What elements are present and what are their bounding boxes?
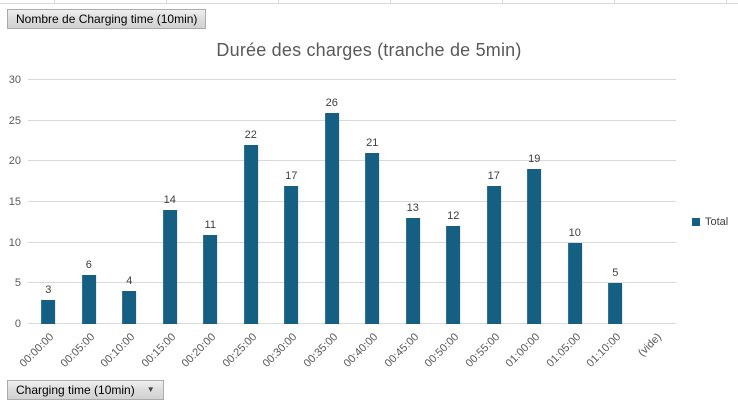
data-label: 19 xyxy=(528,153,541,166)
y-axis: 0 5 10 15 20 25 30 xyxy=(0,74,21,330)
bar[interactable] xyxy=(486,185,501,324)
axis-field-button-label: Charging time (10min) xyxy=(16,382,135,397)
bar[interactable] xyxy=(41,299,56,324)
data-label: 10 xyxy=(568,226,581,239)
bar[interactable] xyxy=(446,226,461,324)
bar-column: 26 xyxy=(312,80,353,324)
gridline xyxy=(28,282,676,284)
data-label: 17 xyxy=(285,169,298,182)
bar-column: 17 xyxy=(271,80,312,324)
data-label: 4 xyxy=(126,275,133,288)
bar[interactable] xyxy=(324,112,339,324)
bar[interactable] xyxy=(527,169,542,324)
spreadsheet-gridlines xyxy=(0,0,738,4)
bar-column xyxy=(636,80,677,324)
bar[interactable] xyxy=(365,153,380,324)
y-tick-label: 25 xyxy=(8,114,21,127)
bar-column: 17 xyxy=(474,80,515,324)
legend[interactable]: Total xyxy=(692,216,728,228)
data-label: 14 xyxy=(163,194,176,207)
value-field-button[interactable]: Nombre de Charging time (10min) xyxy=(7,9,207,29)
plot-area: 3 6 4 14 11 22 17 26 21 13 12 17 19 10 5 xyxy=(28,79,676,324)
bar-column: 4 xyxy=(109,80,150,324)
data-label: 17 xyxy=(487,169,500,182)
bar-column: 21 xyxy=(352,80,393,324)
data-label: 6 xyxy=(85,259,92,272)
chart-title: Durée des charges (tranche de 5min) xyxy=(216,40,522,60)
y-tick-label: 30 xyxy=(8,74,21,86)
bar-column: 5 xyxy=(595,80,636,324)
data-label: 12 xyxy=(447,210,460,223)
data-label: 26 xyxy=(325,96,338,109)
data-label: 5 xyxy=(612,267,619,280)
y-tick-label: 5 xyxy=(14,277,21,290)
x-axis-line xyxy=(28,323,676,324)
data-label: 11 xyxy=(204,218,216,231)
bars: 3 6 4 14 11 22 17 26 21 13 12 17 19 10 5 xyxy=(28,80,676,324)
value-field-button-label: Nombre de Charging time (10min) xyxy=(16,11,198,26)
bar[interactable] xyxy=(243,145,258,324)
bar-column: 10 xyxy=(555,80,596,324)
dropdown-arrow-icon: ▼ xyxy=(146,384,155,394)
bar-column: 14 xyxy=(150,80,191,324)
y-tick-label: 20 xyxy=(8,155,21,168)
bar[interactable] xyxy=(203,234,218,324)
gridline xyxy=(28,79,676,80)
bar-column: 3 xyxy=(28,80,69,324)
data-label: 13 xyxy=(406,202,419,215)
data-label: 21 xyxy=(366,137,379,150)
legend-label: Total xyxy=(705,216,729,228)
y-tick-label: 10 xyxy=(8,236,21,249)
data-label: 22 xyxy=(244,129,257,142)
bar-column: 12 xyxy=(433,80,474,324)
y-tick-label: 0 xyxy=(14,318,21,330)
bar[interactable] xyxy=(122,291,137,324)
legend-swatch-icon xyxy=(692,218,700,226)
bar[interactable] xyxy=(284,185,299,324)
gridline xyxy=(28,119,676,121)
bar[interactable] xyxy=(608,283,623,324)
bar-column: 22 xyxy=(231,80,272,324)
bar-column: 6 xyxy=(69,80,110,324)
bar-column: 19 xyxy=(514,80,555,324)
bar[interactable] xyxy=(405,218,420,324)
bar[interactable] xyxy=(81,275,96,324)
bar[interactable] xyxy=(162,210,177,324)
data-label: 3 xyxy=(45,283,52,296)
gridline xyxy=(28,160,676,162)
gridline xyxy=(28,241,676,243)
axis-field-button[interactable]: Charging time (10min) ▼ xyxy=(7,380,164,400)
y-tick-label: 15 xyxy=(8,196,21,208)
bar-column: 13 xyxy=(393,80,434,324)
bar[interactable] xyxy=(567,242,582,324)
bar-column: 11 xyxy=(190,80,231,324)
gridline xyxy=(28,201,676,202)
